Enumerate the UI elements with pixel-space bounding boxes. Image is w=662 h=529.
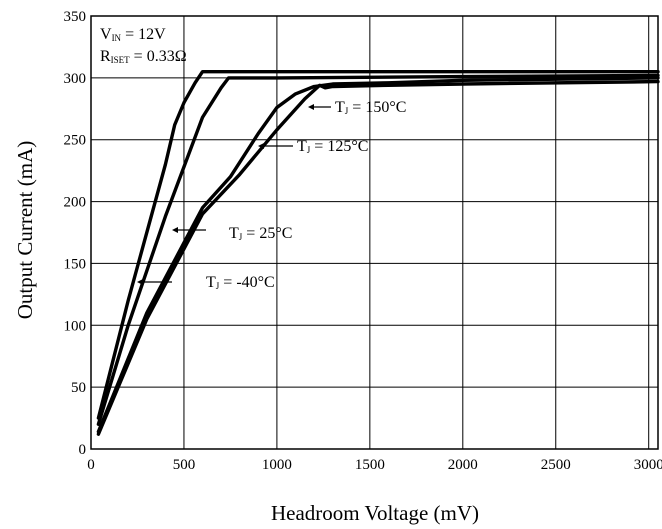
y-tick-label: 0 bbox=[79, 442, 87, 458]
svg-text:RISET = 0.33Ω: RISET = 0.33Ω bbox=[100, 48, 187, 65]
condition-vin: VIN = 12V bbox=[100, 26, 166, 43]
x-tick-label: 1500 bbox=[355, 457, 385, 473]
svg-text:TJ = 150°C: TJ = 150°C bbox=[335, 99, 406, 116]
svg-text:VIN = 12V: VIN = 12V bbox=[100, 26, 166, 43]
x-tick-labels: 0 500 1000 1500 2000 2500 3000 bbox=[87, 457, 662, 473]
x-tick-label: 2000 bbox=[448, 457, 478, 473]
svg-text:TJ = 25°C: TJ = 25°C bbox=[229, 225, 292, 242]
y-tick-label: 350 bbox=[64, 9, 87, 25]
x-tick-label: 0 bbox=[87, 457, 95, 473]
y-tick-label: 100 bbox=[64, 318, 87, 334]
y-tick-label: 250 bbox=[64, 133, 87, 149]
annotation-tj-minus-40: TJ = -40°C bbox=[137, 274, 275, 291]
annotation-tj-150: TJ = 150°C bbox=[308, 99, 406, 116]
svg-text:TJ = -40°C: TJ = -40°C bbox=[206, 274, 275, 291]
y-axis-label: Output Current (mA) bbox=[13, 141, 37, 319]
y-tick-label: 300 bbox=[64, 71, 87, 87]
series-lines bbox=[98, 72, 658, 435]
annotation-tj-125: TJ = 125°C bbox=[258, 138, 368, 155]
svg-text:TJ = 125°C: TJ = 125°C bbox=[297, 138, 368, 155]
y-tick-label: 50 bbox=[71, 380, 86, 396]
y-tick-labels: 0 50 100 150 200 250 300 350 bbox=[64, 9, 87, 458]
y-tick-label: 200 bbox=[64, 195, 87, 211]
x-tick-label: 500 bbox=[173, 457, 196, 473]
x-tick-label: 2500 bbox=[541, 457, 571, 473]
series-line-3 bbox=[98, 82, 658, 435]
y-tick-label: 150 bbox=[64, 256, 87, 272]
x-tick-label: 1000 bbox=[262, 457, 292, 473]
condition-riset: RISET = 0.33Ω bbox=[100, 48, 187, 65]
x-axis-label: Headroom Voltage (mV) bbox=[271, 501, 479, 525]
x-tick-label: 3000 bbox=[634, 457, 662, 473]
